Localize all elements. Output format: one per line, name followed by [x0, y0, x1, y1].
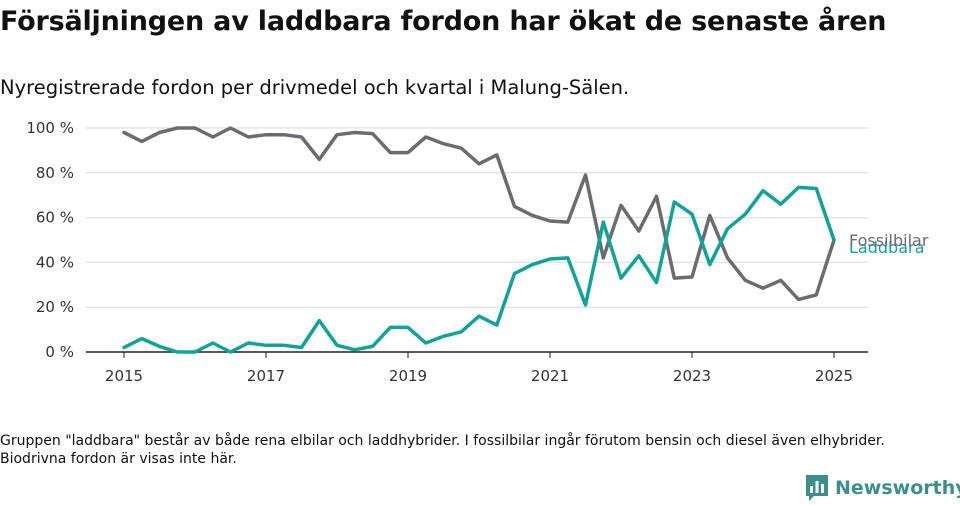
y-tick-label: 0 %	[45, 343, 74, 361]
series-line-fossilbilar	[122, 126, 836, 302]
x-tick-label: 2023	[673, 367, 711, 385]
series-line-laddbara	[122, 185, 836, 354]
x-tick-label: 2019	[389, 367, 427, 385]
line-chart: 0 % 20 % 40 % 60 % 80 % 100 % 2015 2017 2019 202…	[26, 119, 929, 385]
y-tick-label: 80 %	[36, 164, 74, 182]
x-tick-label: 2015	[105, 367, 143, 385]
series-label-laddbara: Laddbara	[849, 238, 924, 257]
chart-title: Försäljningen av laddbara fordon har öka…	[0, 6, 887, 37]
x-tick-label: 2021	[531, 367, 569, 385]
bar-chart-logo-icon	[806, 475, 828, 501]
chart-subtitle: Nyregistrerade fordon per drivmedel och …	[0, 76, 630, 99]
logo-text: Newsworthy	[835, 477, 960, 499]
series-lines	[122, 126, 836, 354]
x-tick-label: 2025	[815, 367, 853, 385]
footnote: Gruppen "laddbara" består av både rena e…	[0, 433, 885, 467]
x-tick-label: 2017	[247, 367, 285, 385]
newsworthy-logo[interactable]: Newsworthy	[805, 474, 960, 502]
x-axis: 2015 2017 2019 2021 2023 2025	[86, 351, 868, 385]
y-tick-label: 20 %	[36, 298, 74, 316]
y-tick-label: 100 %	[26, 119, 74, 137]
gridlines	[86, 127, 868, 308]
y-tick-label: 40 %	[36, 253, 74, 271]
y-tick-label: 60 %	[36, 209, 74, 227]
series-label-fossilbilar: Fossilbilar	[849, 231, 929, 250]
y-axis: 0 % 20 % 40 % 60 % 80 % 100 %	[26, 119, 74, 361]
